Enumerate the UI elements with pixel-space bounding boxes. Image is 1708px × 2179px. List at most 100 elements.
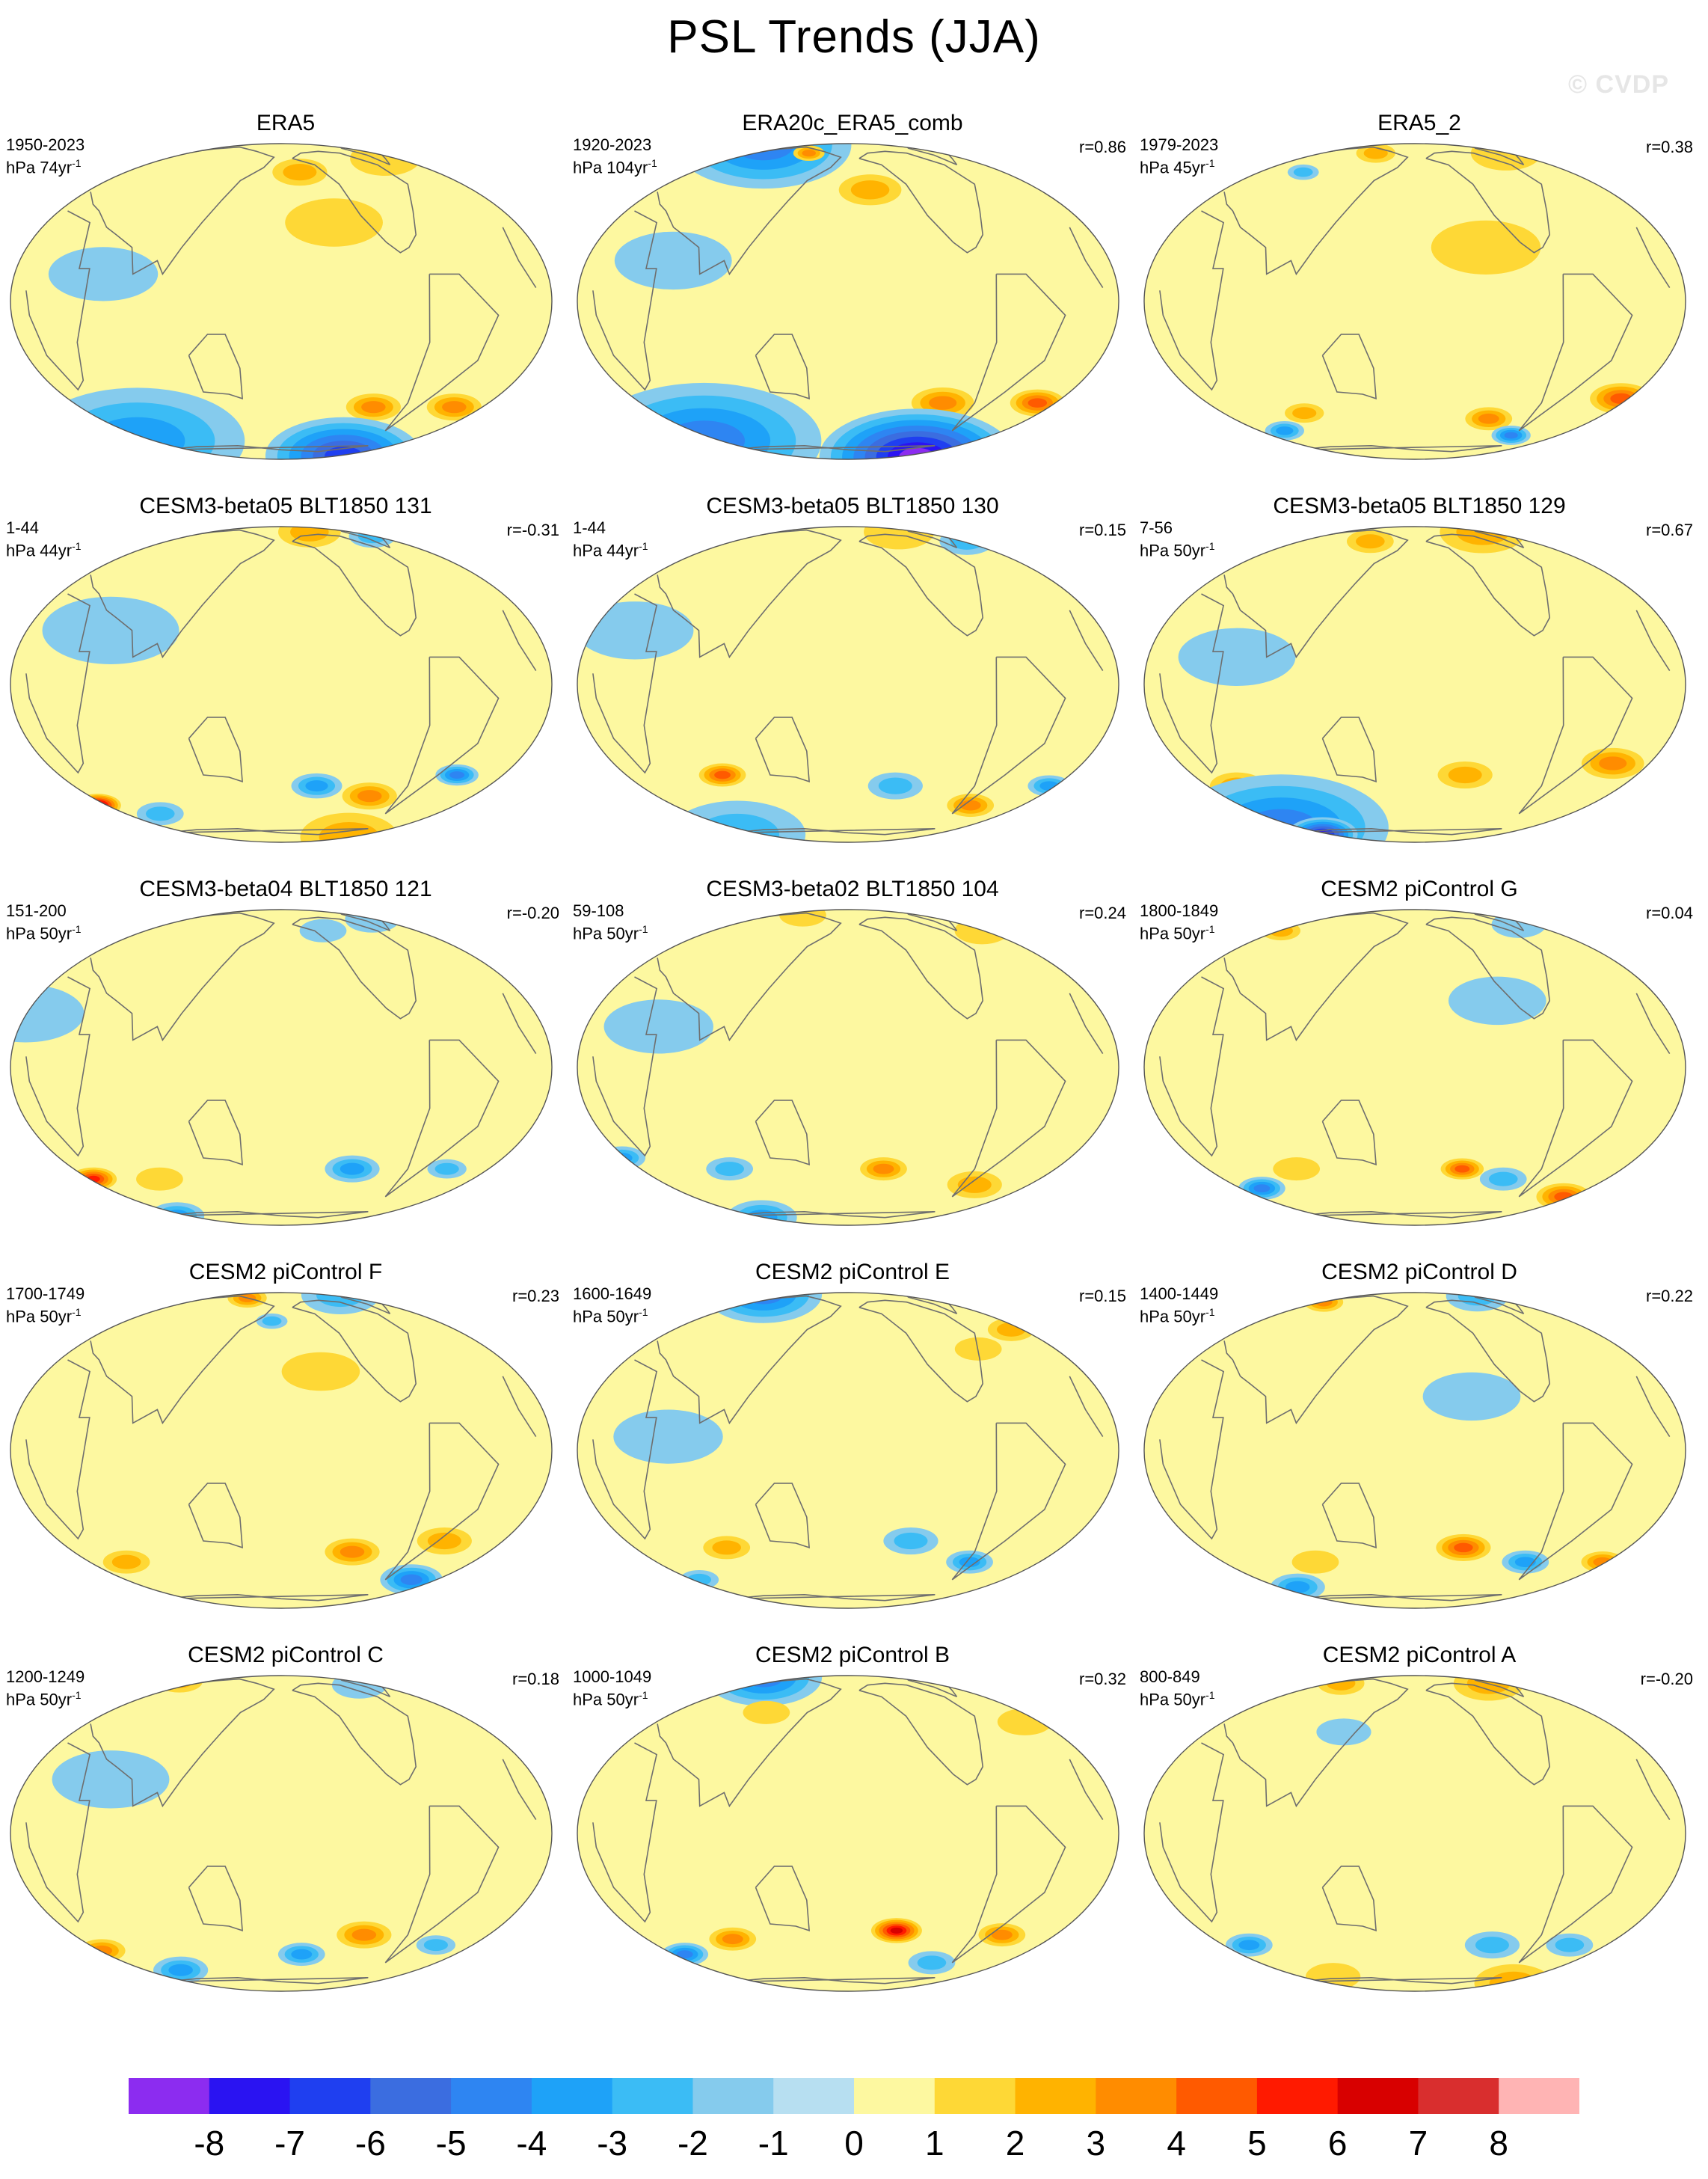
trend-contour: [89, 801, 106, 809]
trend-contour: [299, 919, 347, 943]
globe-outline: [1143, 526, 1686, 843]
panel-years: 59-108: [573, 901, 624, 920]
colorbar-tick-label: 4: [1167, 2124, 1186, 2163]
trend-contour: [1276, 426, 1294, 435]
background-field: [1144, 1676, 1686, 1991]
coastline: [1321, 717, 1377, 783]
trend-contour: [613, 1409, 723, 1464]
trend-contour: [42, 596, 179, 664]
coastline: [1321, 1483, 1377, 1549]
coastline: [25, 1359, 537, 1540]
trend-contour: [165, 1210, 189, 1222]
map-panel: CESM3-beta05 BLT1850 131 1-44 hPa 44yr-1 r=…: [6, 494, 565, 845]
panel-units: hPa 50yr-1: [6, 1306, 82, 1326]
coastline: [1425, 150, 1551, 254]
coastline: [188, 717, 243, 783]
trend-contour: [714, 770, 731, 779]
coastline: [292, 1682, 417, 1786]
coastline: [292, 150, 417, 254]
panel-units: hPa 44yr-1: [573, 540, 648, 560]
panel-title: ERA20c_ERA5_comb: [742, 111, 963, 135]
globe-map: [1143, 143, 1686, 460]
coastline: [188, 1483, 243, 1549]
coastline: [858, 1299, 984, 1403]
trend-contour: [92, 803, 103, 808]
panel-units: hPa 50yr-1: [6, 1689, 82, 1709]
panel-units: hPa 45yr-1: [1140, 157, 1215, 177]
colorbar-tick-label: 6: [1327, 2124, 1348, 2163]
trend-contour: [676, 1950, 693, 1959]
trend-contour: [1273, 1157, 1321, 1181]
globe-map: [10, 1675, 553, 1992]
background-field: [10, 1676, 552, 1991]
trend-contour: [878, 777, 912, 794]
coastline: [1425, 1299, 1551, 1403]
map-panel: CESM2 piControl A 800-849 hPa 50yr-1 r=-0.2…: [1140, 1643, 1699, 1994]
coastline: [858, 533, 984, 637]
panel-title: ERA5: [256, 111, 316, 135]
trend-contour: [427, 1532, 461, 1550]
colorbar-box: [773, 2078, 855, 2114]
colorbar-tick-label: -8: [194, 2124, 225, 2163]
coastline: [592, 1359, 1104, 1540]
colorbar-box: [531, 2078, 613, 2114]
background-field: [577, 527, 1119, 842]
colorbar-tick-label: -4: [516, 2124, 547, 2163]
trend-contour: [1291, 1550, 1339, 1574]
trend-contour: [48, 247, 159, 301]
colorbar-tick-label: -1: [758, 2124, 789, 2163]
coastline: [25, 593, 537, 774]
trend-contour: [281, 1352, 360, 1391]
colorbar-box: [451, 2078, 532, 2114]
map-panel: CESM2 piControl B 1000-1049 hPa 50yr-1 r=0.…: [573, 1643, 1132, 1994]
panel-correlation: r=0.38: [1646, 138, 1693, 156]
colorbar-box: [1499, 2078, 1579, 2114]
coastline: [1425, 916, 1551, 1020]
trend-contour: [712, 1540, 742, 1555]
coastline: [25, 210, 537, 391]
coastline: [1321, 334, 1377, 400]
colorbar-box: [1015, 2078, 1096, 2114]
map-panel: CESM2 piControl G 1800-1849 hPa 50yr-1 r=0.…: [1140, 877, 1699, 1228]
trend-contour: [663, 420, 746, 459]
trend-contour: [111, 1554, 141, 1569]
colorbar-box: [612, 2078, 693, 2114]
colorbar-box: [1337, 2078, 1419, 2114]
panel-years: 1200-1249: [6, 1667, 85, 1686]
colorbar-box: [289, 2078, 371, 2114]
colorbar-tick-label: 0: [844, 2124, 864, 2163]
trend-contour: [156, 1676, 203, 1693]
coastline: [1518, 656, 1633, 815]
colorbar-box: [1096, 2078, 1177, 2114]
globe-outline: [1143, 1675, 1686, 1992]
colorbar-tick-label: 1: [924, 2124, 944, 2163]
panel-correlation: r=0.24: [1079, 904, 1126, 922]
trend-contour: [850, 180, 890, 200]
globe-outline: [577, 1675, 1119, 1992]
background-field: [10, 527, 552, 842]
coastline: [188, 1866, 243, 1932]
trend-contour: [779, 910, 826, 927]
colorbar-tick-label: -5: [435, 2124, 467, 2163]
globe-map: [10, 1292, 553, 1609]
coastline: [592, 210, 1104, 391]
colorbar-box: [692, 2078, 774, 2114]
panel-years: 1-44: [573, 518, 606, 537]
map-panel: CESM3-beta02 BLT1850 104 59-108 hPa 50yr-1…: [573, 877, 1132, 1228]
globe-map: [1143, 526, 1686, 843]
colorbar-box: [1176, 2078, 1258, 2114]
panel-title: CESM3-beta02 BLT1850 104: [706, 877, 999, 901]
globe-outline: [10, 143, 553, 460]
background-field: [1144, 910, 1686, 1225]
coastline: [1518, 1805, 1633, 1964]
trend-contour: [305, 780, 328, 792]
panel-correlation: r=-0.20: [1640, 1670, 1693, 1688]
coastline: [858, 916, 984, 1020]
trend-contour: [1599, 756, 1627, 770]
trend-contour: [957, 1176, 992, 1193]
panel-units: hPa 74yr-1: [6, 157, 82, 177]
map-panel: CESM3-beta05 BLT1850 129 7-56 hPa 50yr-1 r=…: [1140, 494, 1699, 845]
globe-outline: [577, 1292, 1119, 1609]
coastline: [951, 1422, 1066, 1581]
panel-correlation: r=-0.31: [506, 521, 559, 539]
